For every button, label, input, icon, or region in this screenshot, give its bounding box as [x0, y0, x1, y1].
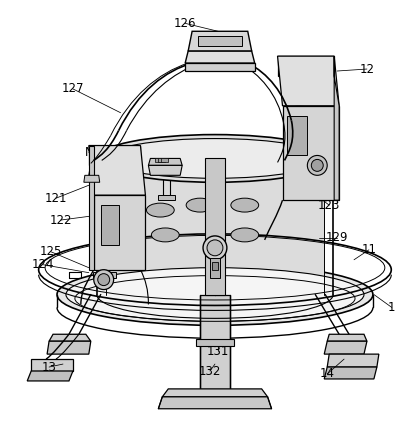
Polygon shape	[161, 158, 168, 162]
Ellipse shape	[307, 156, 327, 175]
Text: 122: 122	[50, 214, 72, 227]
Polygon shape	[47, 341, 91, 354]
Polygon shape	[198, 36, 242, 46]
Polygon shape	[89, 145, 140, 165]
Ellipse shape	[57, 264, 373, 325]
Polygon shape	[327, 334, 367, 341]
Ellipse shape	[94, 270, 114, 289]
Text: 132: 132	[199, 364, 221, 377]
Polygon shape	[185, 51, 255, 63]
Text: 127: 127	[62, 83, 84, 95]
Text: 14: 14	[320, 368, 335, 380]
Polygon shape	[327, 354, 379, 367]
Text: 131: 131	[207, 345, 229, 358]
Polygon shape	[278, 56, 339, 106]
Polygon shape	[155, 158, 162, 162]
Text: 13: 13	[42, 360, 56, 374]
Ellipse shape	[98, 274, 110, 285]
Text: N: N	[84, 146, 93, 159]
Polygon shape	[158, 397, 272, 409]
Polygon shape	[158, 195, 175, 200]
Ellipse shape	[311, 159, 323, 171]
Ellipse shape	[203, 236, 227, 260]
Polygon shape	[49, 334, 91, 341]
Polygon shape	[84, 175, 100, 182]
Polygon shape	[89, 145, 145, 195]
Polygon shape	[101, 205, 119, 245]
Polygon shape	[148, 158, 182, 165]
Polygon shape	[31, 359, 73, 371]
Polygon shape	[334, 56, 339, 200]
Polygon shape	[93, 272, 116, 277]
Text: 125: 125	[40, 245, 62, 258]
Polygon shape	[200, 294, 230, 389]
Ellipse shape	[207, 240, 223, 256]
Text: 1: 1	[388, 301, 395, 314]
Text: 126: 126	[174, 17, 196, 30]
Text: 123: 123	[318, 198, 340, 211]
Polygon shape	[27, 371, 73, 381]
Ellipse shape	[97, 135, 333, 182]
Polygon shape	[162, 389, 268, 397]
Ellipse shape	[66, 268, 364, 321]
Ellipse shape	[151, 228, 179, 242]
Text: 12: 12	[359, 62, 375, 75]
Text: 11: 11	[362, 244, 377, 256]
Polygon shape	[283, 106, 339, 200]
Polygon shape	[106, 158, 324, 294]
Ellipse shape	[231, 228, 259, 242]
Polygon shape	[94, 195, 145, 270]
Polygon shape	[158, 158, 165, 162]
Polygon shape	[148, 165, 182, 175]
Polygon shape	[196, 339, 234, 346]
Ellipse shape	[146, 203, 174, 217]
Polygon shape	[324, 341, 367, 354]
Polygon shape	[278, 56, 334, 76]
Polygon shape	[324, 367, 377, 379]
Ellipse shape	[231, 198, 259, 212]
Polygon shape	[288, 116, 307, 156]
Polygon shape	[205, 158, 225, 294]
Polygon shape	[89, 145, 94, 270]
Text: 129: 129	[326, 231, 348, 244]
Text: 121: 121	[45, 192, 67, 205]
Polygon shape	[188, 31, 252, 51]
Text: 124: 124	[32, 258, 54, 271]
Polygon shape	[210, 258, 220, 277]
Ellipse shape	[106, 139, 324, 178]
Polygon shape	[185, 63, 255, 71]
Polygon shape	[212, 262, 218, 270]
Ellipse shape	[186, 198, 214, 212]
